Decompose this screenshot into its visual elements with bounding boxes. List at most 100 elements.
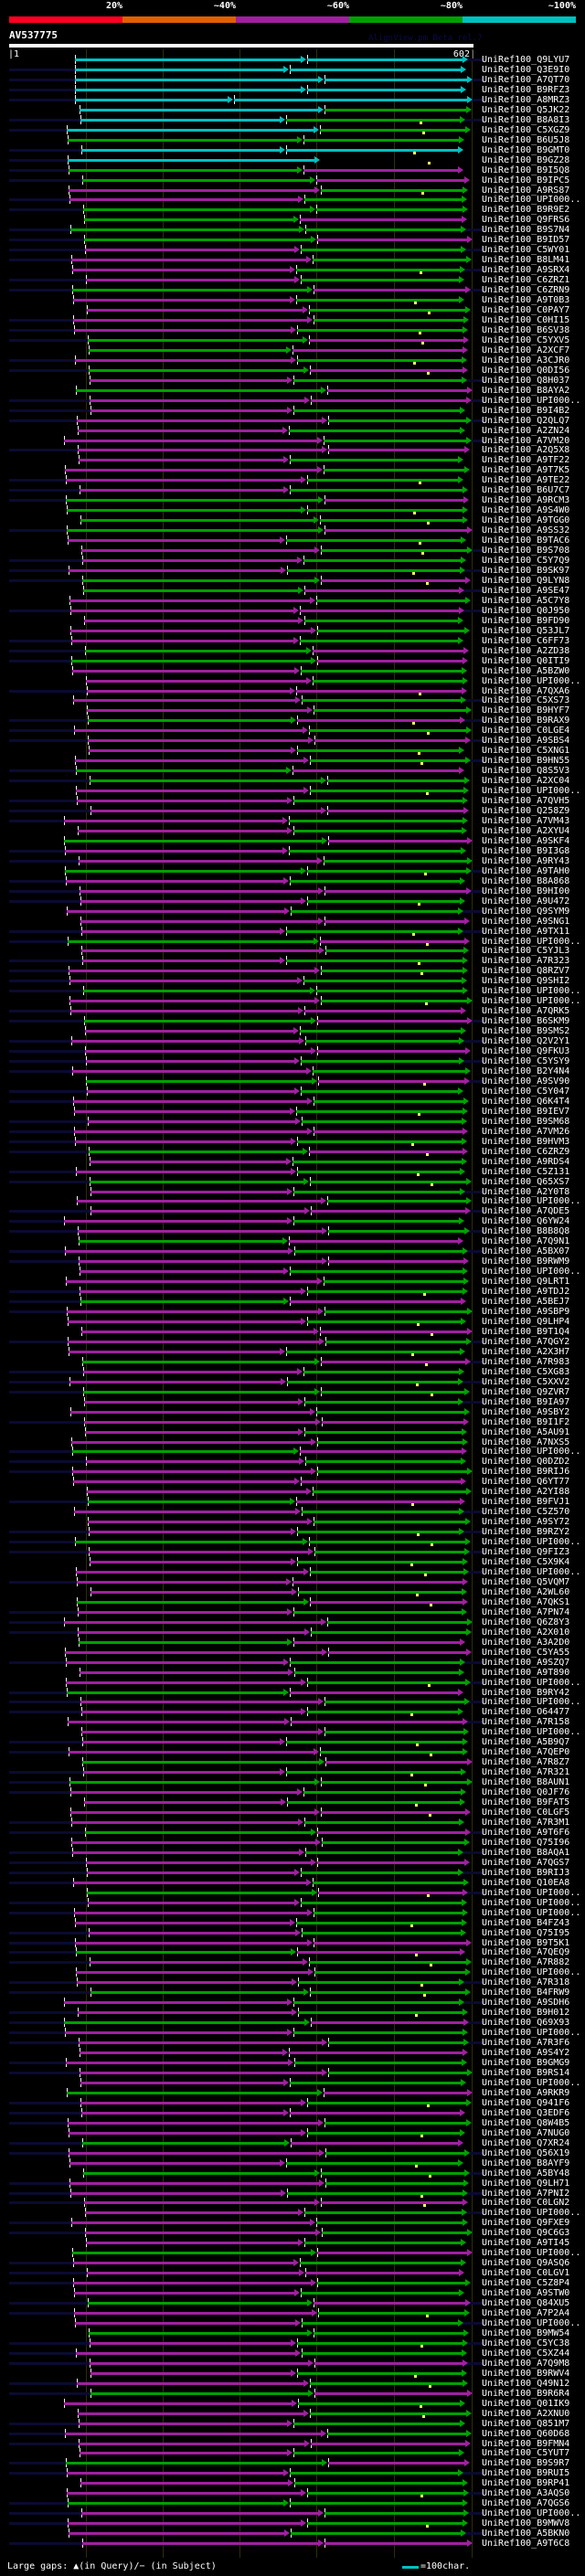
alignment-row[interactable]: UniRef100_UPI000..	[0, 1887, 585, 1898]
alignment-row[interactable]: UniRef100_C5YC38	[0, 2337, 585, 2348]
subject-label[interactable]: UniRef100_C0LGF5	[482, 1807, 570, 1818]
subject-label[interactable]: UniRef100_A9SBY2	[482, 1406, 570, 1417]
alignment-row[interactable]: UniRef100_Q3EDF6	[0, 2107, 585, 2118]
subject-label[interactable]: UniRef100_A9U472	[482, 896, 570, 906]
alignment-row[interactable]: UniRef100_B9I4B2	[0, 405, 585, 416]
subject-label[interactable]: UniRef100_UPI000..	[482, 1697, 581, 1708]
alignment-row[interactable]: UniRef100_A3CJR0	[0, 355, 585, 366]
subject-label[interactable]: UniRef100_B9SM68	[482, 1116, 570, 1127]
subject-label[interactable]: UniRef100_Q9FXE9	[482, 2218, 570, 2229]
alignment-row[interactable]: UniRef100_A7QGS6	[0, 2498, 585, 2508]
subject-label[interactable]: UniRef100_Q9ZVR7	[482, 1386, 570, 1397]
subject-label[interactable]: UniRef100_Q53JL7	[482, 625, 570, 636]
alignment-row[interactable]: UniRef100_B9GZ28	[0, 154, 585, 165]
alignment-row[interactable]: UniRef100_Q8RZV7	[0, 966, 585, 976]
alignment-row[interactable]: UniRef100_B9H012	[0, 2008, 585, 2018]
alignment-row[interactable]: UniRef100_B9RAX9	[0, 716, 585, 726]
subject-label[interactable]: UniRef100_A9SY72	[482, 1517, 570, 1528]
subject-label[interactable]: UniRef100_B4FRW9	[482, 1988, 570, 1998]
subject-label[interactable]: UniRef100_B9GMG9	[482, 2058, 570, 2068]
subject-label[interactable]: UniRef100_UPI000..	[482, 996, 581, 1007]
alignment-row[interactable]: UniRef100_Q56X19	[0, 2147, 585, 2158]
alignment-row[interactable]: UniRef100_A7R323	[0, 956, 585, 966]
subject-label[interactable]: UniRef100_Q9FIZ3	[482, 1547, 570, 1557]
subject-label[interactable]: UniRef100_A9T890	[482, 1667, 570, 1678]
subject-label[interactable]: UniRef100_A7QDE5	[482, 1206, 570, 1217]
subject-label[interactable]: UniRef100_C5XNG1	[482, 746, 570, 757]
alignment-row[interactable]: UniRef100_A9TAH0	[0, 865, 585, 876]
subject-label[interactable]: UniRef100_A9T6C8	[482, 2539, 570, 2549]
subject-label[interactable]: UniRef100_UPI000..	[482, 2077, 581, 2088]
alignment-row[interactable]: UniRef100_UPI000..	[0, 1567, 585, 1577]
subject-label[interactable]: UniRef100_Q6Z8Y3	[482, 1617, 570, 1627]
alignment-row[interactable]: UniRef100_A9SDH6	[0, 1998, 585, 2008]
subject-label[interactable]: UniRef100_Q9FKU3	[482, 1046, 570, 1056]
alignment-row[interactable]: UniRef100_B8B8Q8	[0, 1226, 585, 1236]
alignment-row[interactable]: UniRef100_Q0DI56	[0, 365, 585, 376]
alignment-row[interactable]: UniRef100_A7NXS5	[0, 1436, 585, 1447]
alignment-row[interactable]: UniRef100_B9HI00	[0, 885, 585, 896]
subject-label[interactable]: UniRef100_Q75I96	[482, 1837, 570, 1848]
alignment-row[interactable]: UniRef100_UPI000..	[0, 2077, 585, 2088]
alignment-row[interactable]: UniRef100_UPI000..	[0, 395, 585, 406]
alignment-row[interactable]: UniRef100_B2Y4N4	[0, 1066, 585, 1076]
subject-label[interactable]: UniRef100_A9RCM3	[482, 495, 570, 506]
alignment-row[interactable]: UniRef100_A7Q9N1	[0, 1236, 585, 1246]
subject-label[interactable]: UniRef100_A5B9Q7	[482, 1737, 570, 1748]
alignment-row[interactable]: UniRef100_B9RFZ3	[0, 84, 585, 95]
alignment-row[interactable]: UniRef100_B9R9E2	[0, 205, 585, 215]
subject-label[interactable]: UniRef100_UPI000..	[482, 936, 581, 947]
alignment-row[interactable]: UniRef100_A7QEQ9	[0, 1947, 585, 1957]
alignment-row[interactable]: UniRef100_A5BZW0	[0, 665, 585, 676]
subject-label[interactable]: UniRef100_Q851M7	[482, 2418, 570, 2429]
subject-label[interactable]: UniRef100_UPI000..	[482, 1967, 581, 1978]
subject-label[interactable]: UniRef100_B9I3G8	[482, 845, 570, 856]
alignment-row[interactable]: UniRef100_Q9ASQ6	[0, 2258, 585, 2268]
subject-label[interactable]: UniRef100_UPI000..	[482, 1267, 581, 1277]
alignment-row[interactable]: UniRef100_Q9FKU3	[0, 1046, 585, 1056]
alignment-row[interactable]: UniRef100_A9SZQ7	[0, 1657, 585, 1668]
subject-label[interactable]: UniRef100_B9S708	[482, 546, 570, 556]
alignment-row[interactable]: UniRef100_A9TGG0	[0, 515, 585, 525]
alignment-row[interactable]: UniRef100_Q0J950	[0, 605, 585, 616]
alignment-row[interactable]: UniRef100_A2X010	[0, 1627, 585, 1638]
alignment-row[interactable]: UniRef100_C0PAY7	[0, 305, 585, 315]
subject-label[interactable]: UniRef100_A5BKN0	[482, 2528, 570, 2539]
alignment-row[interactable]: UniRef100_Q9LHP4	[0, 1317, 585, 1327]
subject-label[interactable]: UniRef100_A9SDH6	[482, 1998, 570, 2009]
alignment-row[interactable]: UniRef100_C5Z8P4	[0, 2278, 585, 2288]
subject-label[interactable]: UniRef100_Q9C6G3	[482, 2228, 570, 2239]
alignment-row[interactable]: UniRef100_B9T1Q4	[0, 1326, 585, 1337]
alignment-row[interactable]: UniRef100_A7R158	[0, 1717, 585, 1727]
subject-label[interactable]: UniRef100_A7QVH5	[482, 796, 570, 806]
alignment-row[interactable]: UniRef100_Q9LYN8	[0, 575, 585, 586]
alignment-row[interactable]: UniRef100_A9SV90	[0, 1076, 585, 1087]
subject-label[interactable]: UniRef100_A7Q9M8	[482, 2358, 570, 2369]
subject-label[interactable]: UniRef100_A9TGG0	[482, 515, 570, 526]
alignment-row[interactable]: UniRef100_C6ZRZ9	[0, 1146, 585, 1157]
alignment-row[interactable]: UniRef100_UPI000..	[0, 1196, 585, 1206]
subject-label[interactable]: UniRef100_B8AUN1	[482, 1777, 570, 1788]
alignment-row[interactable]: UniRef100_A9T6C8	[0, 2539, 585, 2549]
alignment-row[interactable]: UniRef100_Q5VQM7	[0, 1576, 585, 1587]
alignment-row[interactable]: UniRef100_Q9ZVR7	[0, 1386, 585, 1397]
subject-label[interactable]: UniRef100_UPI000..	[482, 1447, 581, 1458]
subject-label[interactable]: UniRef100_Q9SYM9	[482, 906, 570, 917]
subject-label[interactable]: UniRef100_A7QRK5	[482, 1006, 570, 1017]
subject-label[interactable]: UniRef100_A2XNU0	[482, 2408, 570, 2419]
subject-label[interactable]: UniRef100_A7R321	[482, 1767, 570, 1778]
alignment-row[interactable]: UniRef100_Q2QLQ7	[0, 415, 585, 426]
subject-label[interactable]: UniRef100_Q9LRT1	[482, 1277, 570, 1288]
subject-label[interactable]: UniRef100_A9RY43	[482, 855, 570, 866]
alignment-row[interactable]: UniRef100_C0LGE4	[0, 726, 585, 736]
alignment-row[interactable]: UniRef100_C0HI15	[0, 315, 585, 325]
alignment-row[interactable]: UniRef100_A7QKS1	[0, 1596, 585, 1607]
alignment-row[interactable]: UniRef100_Q0DZD2	[0, 1457, 585, 1467]
subject-label[interactable]: UniRef100_A2X010	[482, 1627, 570, 1638]
alignment-row[interactable]: UniRef100_A7QEP0	[0, 1747, 585, 1757]
alignment-row[interactable]: UniRef100_C5YSY9	[0, 1056, 585, 1066]
subject-label[interactable]: UniRef100_Q9SHI2	[482, 976, 570, 987]
subject-label[interactable]: UniRef100_A3CJR0	[482, 355, 570, 366]
alignment-row[interactable]: UniRef100_A7QT70	[0, 74, 585, 85]
alignment-row[interactable]: UniRef100_UPI000..	[0, 675, 585, 686]
